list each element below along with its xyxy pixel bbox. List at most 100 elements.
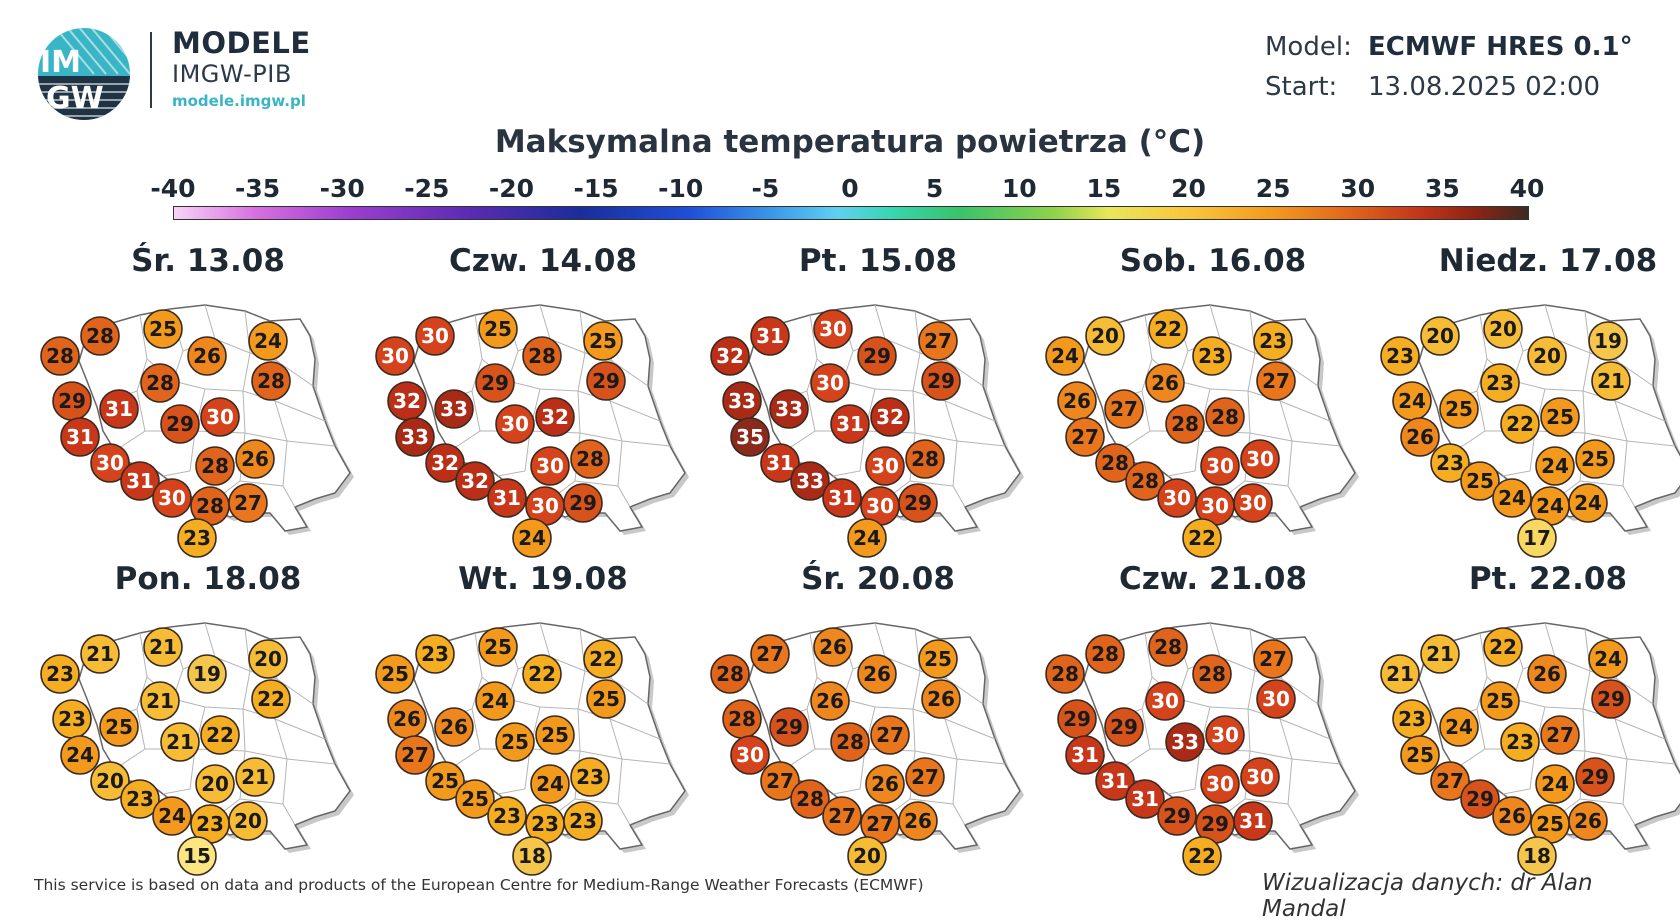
temperature-value: 25 — [1536, 812, 1564, 836]
temperature-value: 23 — [576, 765, 604, 789]
temperature-circle — [865, 764, 905, 804]
temperature-circle — [90, 761, 130, 801]
city-temperature-marker: 27 — [1253, 639, 1293, 679]
temperature-circle — [1085, 316, 1125, 356]
temperature-circle — [1200, 446, 1240, 486]
temperature-value: 30 — [736, 743, 764, 767]
temperature-value: 25 — [1486, 689, 1514, 713]
temperature-circle — [530, 764, 570, 804]
city-temperature-marker: 28 — [522, 336, 562, 376]
temperature-circle — [512, 836, 552, 876]
temperature-value: 25 — [1466, 469, 1494, 493]
temperature-circle — [60, 417, 100, 457]
temperature-circle — [1480, 681, 1520, 721]
city-temperature-marker: 25 — [918, 639, 958, 679]
city-temperature-marker: 21 — [140, 681, 180, 721]
temperature-value: 30 — [381, 344, 409, 368]
city-temperature-marker: 23 — [1430, 443, 1470, 483]
temperature-value: 27 — [1071, 425, 1099, 449]
temperature-value: 20 — [201, 772, 229, 796]
temperature-value: 30 — [871, 454, 899, 478]
temperature-value: 25 — [381, 662, 409, 686]
temperature-value: 29 — [1110, 715, 1138, 739]
city-temperature-marker: 30 — [1240, 757, 1280, 797]
panel-date: Czw. 14.08 — [448, 243, 638, 279]
city-temperature-marker: 31 — [1065, 735, 1105, 775]
temperature-value: 18 — [518, 844, 546, 868]
city-temperature-marker: 27 — [395, 735, 435, 775]
city-temperature-marker: 32 — [425, 443, 465, 483]
temperature-circle — [415, 634, 455, 674]
temperature-circle — [425, 761, 465, 801]
temperature-circle — [760, 761, 800, 801]
temperature-circle — [251, 361, 291, 401]
region-border — [1614, 400, 1666, 422]
region-border — [1167, 430, 1201, 477]
temperature-circle — [1095, 443, 1135, 483]
city-temperature-marker: 23 — [415, 634, 455, 674]
city-temperature-marker: 33 — [790, 461, 830, 501]
temperature-circle — [1380, 654, 1420, 694]
temperature-circle — [1104, 707, 1144, 747]
ecmwf-attribution: This service is based on data and produc… — [34, 876, 924, 894]
temperature-value: 28 — [836, 730, 864, 754]
city-temperature-marker: 28 — [1148, 627, 1188, 667]
temperature-value: 26 — [241, 447, 269, 471]
city-temperature-marker: 30 — [1195, 486, 1235, 526]
brand-url-link[interactable]: modele.imgw.pl — [172, 92, 306, 110]
temperature-circle — [822, 478, 862, 518]
temperature-circle — [177, 836, 217, 876]
temperature-circle — [475, 681, 515, 721]
temperature-circle — [730, 417, 770, 457]
temperature-circle — [1483, 627, 1523, 667]
panel-date: Śr. 20.08 — [801, 561, 955, 597]
temperature-circle — [522, 654, 562, 694]
city-temperature-marker: 24 — [1588, 639, 1628, 679]
temperature-circle — [1527, 654, 1567, 694]
city-temperature-marker: 28 — [1095, 443, 1135, 483]
city-temperature-marker: 33 — [769, 389, 809, 429]
temperature-circle — [251, 679, 291, 719]
temperature-circle — [921, 361, 961, 401]
city-temperature-marker: 20 — [847, 836, 887, 876]
city-temperature-marker: 24 — [1392, 381, 1432, 421]
region-border — [1626, 440, 1676, 447]
city-temperature-marker: 29 — [1104, 707, 1144, 747]
city-temperature-marker: 24 — [1535, 446, 1575, 486]
region-border — [1279, 400, 1331, 422]
temperature-value: 24 — [1536, 494, 1564, 518]
brand-title: MODELE — [172, 26, 311, 60]
temperature-colorbar — [173, 206, 1529, 220]
temperature-circle — [870, 397, 910, 437]
temperature-circle — [1500, 722, 1540, 762]
city-temperature-marker: 31 — [120, 461, 160, 501]
model-value: ECMWF HRES 0.1° — [1368, 32, 1633, 62]
city-temperature-marker: 23 — [563, 801, 603, 841]
region-border — [162, 430, 196, 477]
temperature-circle — [487, 796, 527, 836]
temperature-circle — [187, 654, 227, 694]
city-temperature-marker: 32 — [870, 397, 910, 437]
temperature-value: 23 — [1198, 344, 1226, 368]
colorbar-tick: -40 — [150, 174, 196, 203]
city-temperature-marker: 15 — [177, 836, 217, 876]
temperature-circle — [522, 336, 562, 376]
temperature-value: 35 — [736, 425, 764, 449]
forecast-panel: Niedz. 17.08 23 20 20 19 20 21 24 25 23 26 23 22 25 24… — [1380, 243, 1680, 563]
city-temperature-marker: 31 — [487, 478, 527, 518]
panel-date: Czw. 21.08 — [1118, 561, 1308, 597]
temperature-circle — [434, 389, 474, 429]
temperature-circle — [1157, 478, 1197, 518]
region-border — [611, 360, 649, 387]
region-border — [274, 718, 326, 740]
city-temperature-marker: 26 — [810, 681, 850, 721]
temperature-value: 30 — [1206, 772, 1234, 796]
region-border — [842, 352, 921, 392]
temperature-circle — [1430, 443, 1470, 483]
temperature-value: 29 — [1063, 707, 1091, 731]
temperature-value: 25 — [149, 317, 177, 341]
temperature-circle — [1591, 679, 1631, 719]
city-temperature-marker: 24 — [1439, 707, 1479, 747]
